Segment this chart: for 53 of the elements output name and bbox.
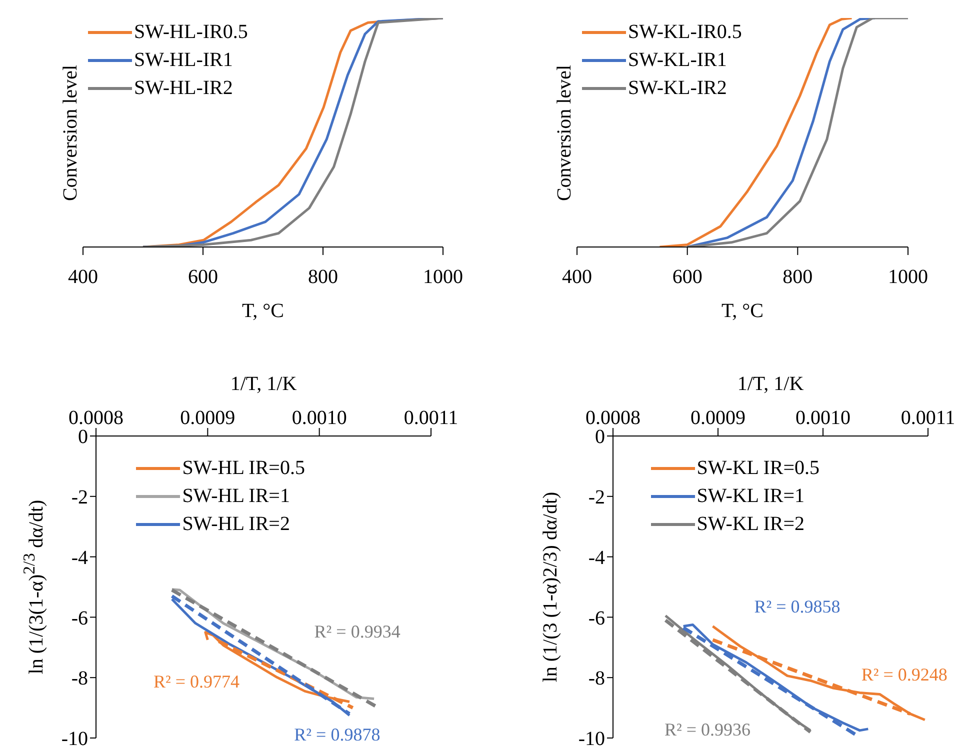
x-axis-title: T, °C <box>721 300 764 322</box>
x-tick-label: 400 <box>68 266 98 288</box>
annotation: R² = 0.9248 <box>861 664 948 686</box>
annotation: R² = 0.9936 <box>664 720 751 741</box>
legend-label: SW-KL IR=0.5 <box>696 456 820 481</box>
x-tick-label: 0.0010 <box>292 407 347 429</box>
y-axis-title: Conversion level <box>60 64 82 201</box>
y-tick-label: -8 <box>588 668 605 690</box>
legend-label: SW-KL-IR2 <box>628 76 727 101</box>
y-tick-label: -10 <box>578 728 605 750</box>
y-tick-label: -2 <box>71 486 88 508</box>
legend-label: SW-HL IR=2 <box>182 512 290 537</box>
annotation: R² = 0.9774 <box>153 672 240 693</box>
x-tick-label: 0.0008 <box>586 407 640 429</box>
y-tick-label: 0 <box>595 426 605 448</box>
x-tick-label: 400 <box>562 266 592 288</box>
x-tick-label: 0.0011 <box>900 407 956 429</box>
x-axis-title: 1/T, 1/K <box>230 373 298 396</box>
x-tick-label: 0.0009 <box>180 407 236 429</box>
x-tick-label: 600 <box>672 266 702 288</box>
legend-label: SW-HL-IR0.5 <box>134 20 248 45</box>
y-tick-label: -6 <box>71 607 88 630</box>
x-tick-label: 0.0009 <box>690 407 746 429</box>
annotation: R² = 0.9878 <box>294 724 380 746</box>
y-tick-label: -4 <box>71 546 88 569</box>
x-tick-label: 600 <box>188 266 218 288</box>
legend-label: SW-KL-IR1 <box>628 48 727 73</box>
legend-label: SW-HL-IR1 <box>134 48 233 73</box>
x-tick-label: 1000 <box>888 266 928 288</box>
legend-label: SW-HL IR=1 <box>182 484 290 509</box>
legend-label: SW-HL IR=0.5 <box>182 456 305 481</box>
y-axis-title: Conversion level <box>554 64 576 201</box>
y-tick-label: 0 <box>78 426 88 448</box>
y-tick-label: -8 <box>71 668 88 690</box>
x-axis-title: 1/T, 1/K <box>737 373 804 396</box>
x-tick-label: 800 <box>308 266 338 288</box>
annotation: R² = 0.9934 <box>314 622 400 643</box>
x-tick-label: 0.0011 <box>404 407 458 429</box>
x-tick-label: 0.0010 <box>796 407 850 429</box>
legend-label: SW-KL IR=2 <box>696 512 805 537</box>
x-tick-label: 1000 <box>423 266 463 288</box>
annotation: R² = 0.9858 <box>754 596 840 618</box>
y-tick-label: -4 <box>588 546 605 569</box>
legend-label: SW-HL-IR2 <box>134 76 233 101</box>
x-axis-title: T, °C <box>242 300 284 322</box>
x-tick-label: 0.0008 <box>68 407 124 429</box>
y-tick-label: -2 <box>588 486 605 508</box>
y-tick-label: -6 <box>588 607 605 630</box>
x-tick-label: 800 <box>782 266 813 288</box>
legend-label: SW-KL-IR0.5 <box>628 20 742 45</box>
y-tick-label: -10 <box>61 728 88 750</box>
legend-label: SW-KL IR=1 <box>696 484 805 509</box>
y-axis-title: ln (1/(3 (1-α)2/3) dα/dt) <box>540 492 562 682</box>
